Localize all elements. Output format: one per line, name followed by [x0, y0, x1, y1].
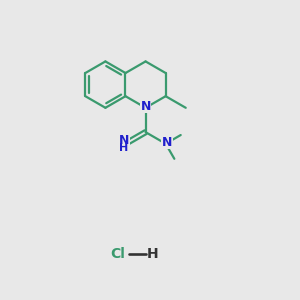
Text: N: N	[119, 134, 129, 147]
Text: N: N	[140, 100, 151, 113]
Text: H: H	[147, 247, 159, 261]
Text: Cl: Cl	[110, 247, 125, 261]
Text: H: H	[119, 143, 129, 153]
Text: N: N	[162, 136, 172, 149]
